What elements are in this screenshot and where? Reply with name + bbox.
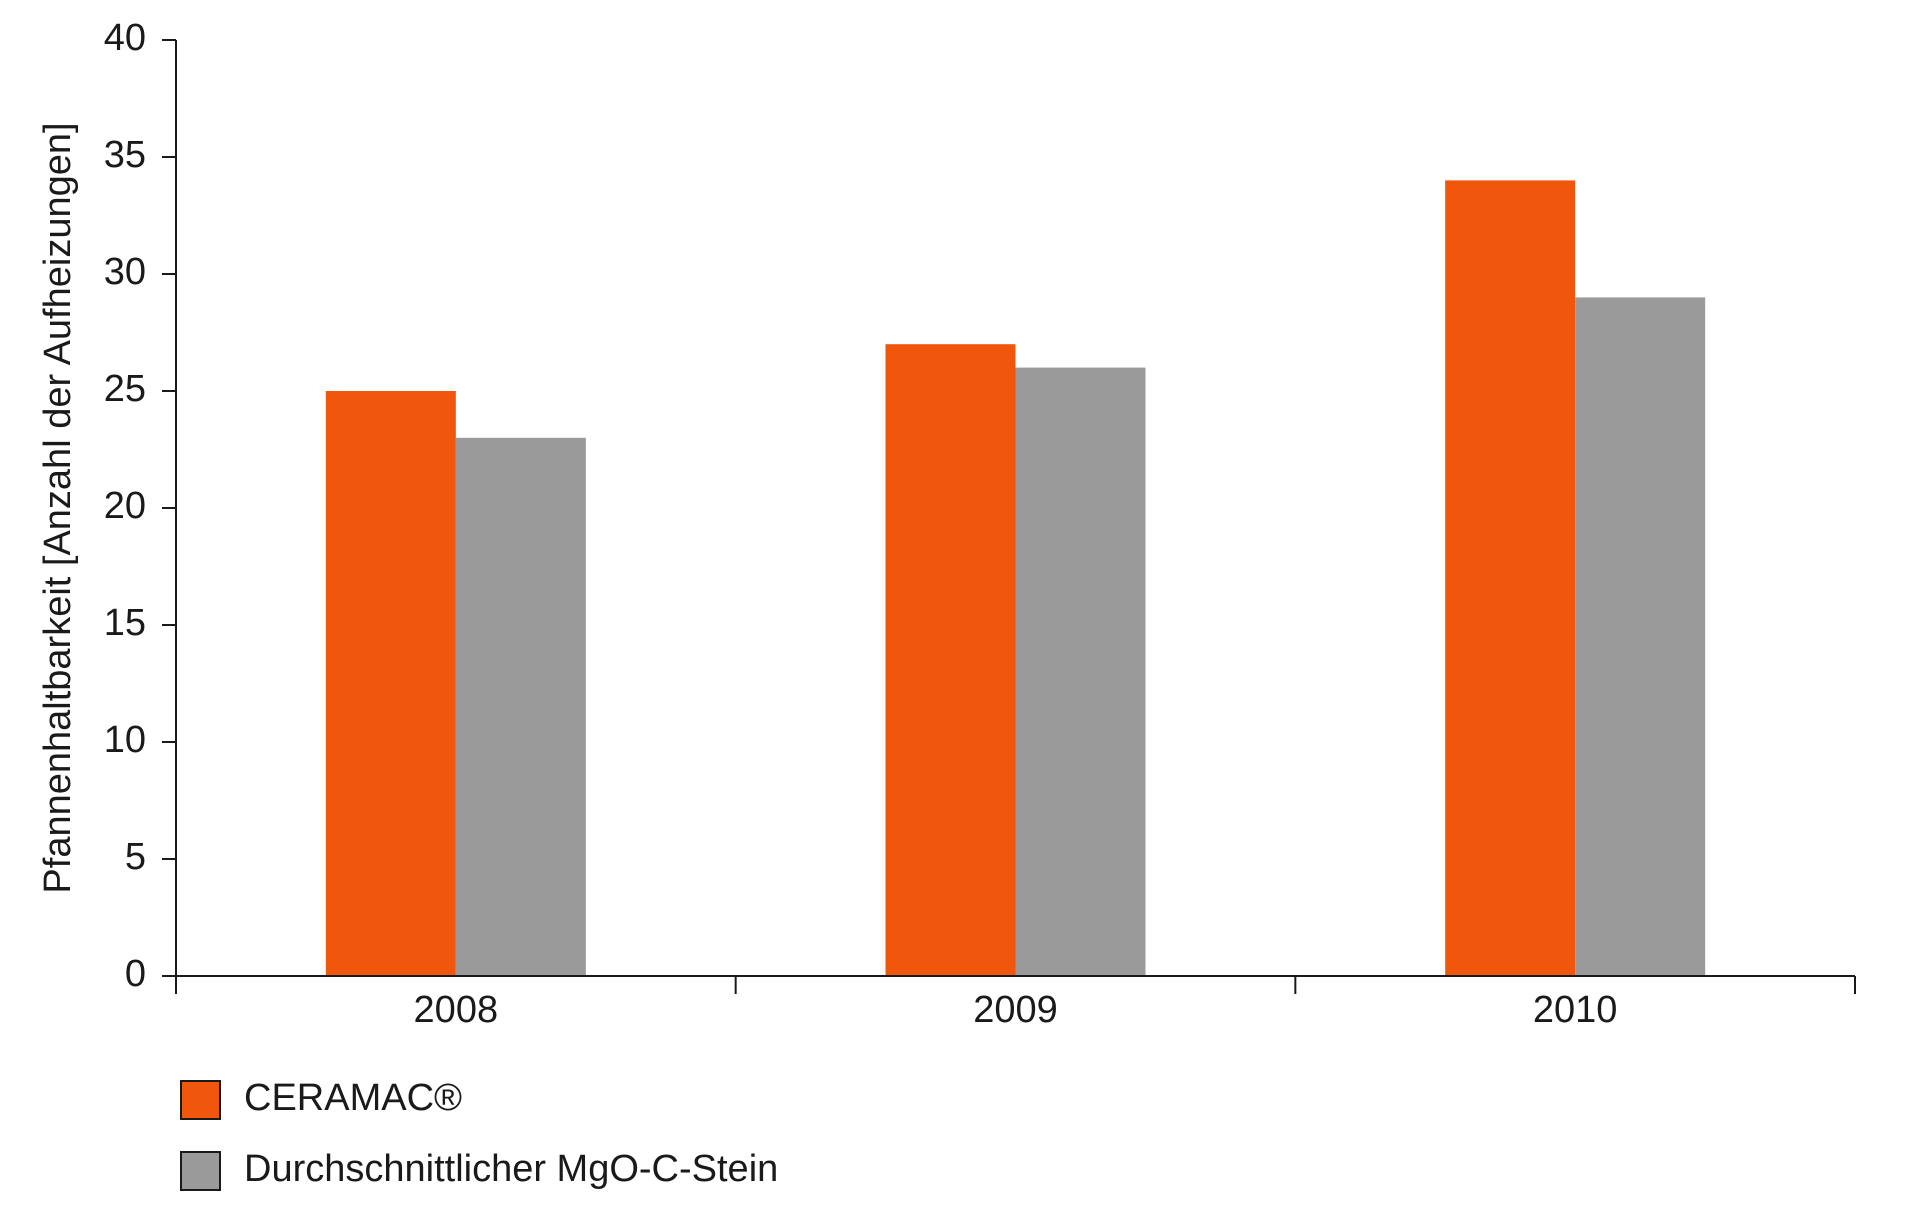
y-tick-label: 25 — [104, 368, 146, 410]
y-tick-label: 5 — [125, 836, 146, 878]
y-tick-label: 10 — [104, 719, 146, 761]
legend-label: Durchschnittlicher MgO-C-Stein — [244, 1148, 778, 1190]
x-tick-label: 2010 — [1533, 989, 1618, 1031]
legend-swatch — [180, 1080, 221, 1120]
y-tick-label: 40 — [104, 17, 146, 59]
y-tick-label: 35 — [104, 134, 146, 176]
bar — [455, 437, 586, 976]
y-tick-label: 0 — [125, 953, 146, 995]
bar — [1015, 367, 1146, 977]
x-tick-label: 2008 — [414, 989, 499, 1031]
bar — [885, 344, 1016, 976]
y-tick-label: 30 — [104, 251, 146, 293]
y-tick-label: 15 — [104, 602, 146, 644]
bar — [1575, 297, 1706, 976]
x-tick-label: 2009 — [973, 989, 1058, 1031]
bar — [325, 391, 456, 976]
y-tick-label: 20 — [104, 485, 146, 527]
y-axis-label: Pfannenhaltbarkeit [Anzahl der Aufheizun… — [37, 122, 79, 893]
bar — [1445, 180, 1576, 976]
legend-label: CERAMAC® — [244, 1077, 462, 1119]
legend-swatch — [180, 1151, 221, 1191]
